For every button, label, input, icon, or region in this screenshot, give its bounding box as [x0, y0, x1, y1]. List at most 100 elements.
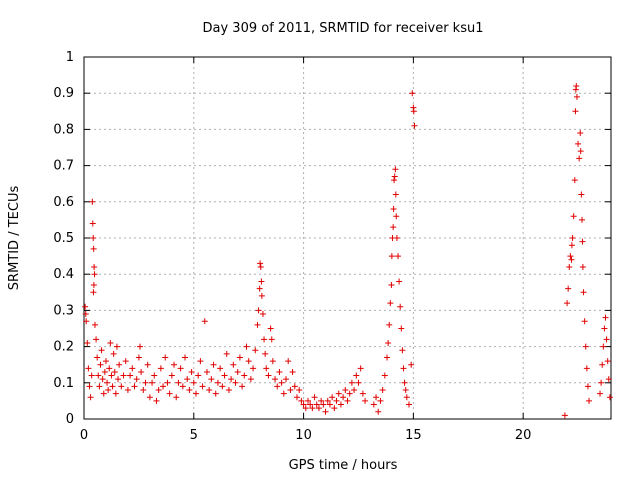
data-point [408, 361, 415, 368]
data-point [311, 394, 318, 401]
data-point [195, 372, 202, 379]
data-point [291, 383, 298, 390]
data-point [160, 383, 167, 390]
data-point [569, 235, 576, 241]
data-point [96, 383, 103, 390]
data-point [87, 394, 94, 401]
data-point [149, 379, 156, 386]
data-point [398, 325, 405, 332]
data-point [89, 220, 96, 227]
data-point [307, 401, 314, 408]
data-point [403, 394, 410, 401]
data-point [162, 354, 169, 361]
data-point [348, 379, 355, 386]
data-point [396, 278, 403, 285]
data-point [581, 318, 588, 325]
data-point [568, 242, 575, 249]
data-point [192, 390, 199, 397]
data-point [293, 394, 300, 401]
data-point [186, 387, 193, 394]
data-point [256, 285, 263, 292]
data-points [82, 82, 613, 419]
data-point [340, 394, 347, 401]
data-point [90, 289, 97, 296]
data-point [206, 387, 213, 394]
data-point [122, 358, 129, 365]
data-point [113, 343, 120, 350]
data-point [105, 387, 112, 394]
data-point [384, 354, 391, 361]
data-point [605, 376, 612, 383]
data-point [258, 292, 265, 299]
data-point [111, 368, 118, 375]
data-point [153, 397, 160, 404]
data-point [179, 383, 186, 390]
data-point [351, 387, 358, 394]
data-point [357, 365, 364, 372]
data-point [108, 372, 115, 379]
data-point [82, 311, 89, 318]
data-point [405, 401, 412, 408]
data-point [250, 365, 257, 372]
data-point [377, 397, 384, 404]
y-tick-label: 0.6 [53, 195, 74, 210]
data-point [598, 379, 605, 386]
data-point [362, 397, 369, 404]
data-point [101, 368, 108, 375]
data-point [175, 379, 182, 386]
data-point [388, 282, 395, 289]
data-point [390, 206, 397, 213]
data-point [190, 379, 197, 386]
data-point [584, 383, 591, 390]
data-point [274, 383, 281, 390]
data-point [397, 303, 404, 310]
data-point [115, 376, 122, 383]
y-tick-label: 0 [66, 412, 74, 427]
data-point [107, 339, 114, 346]
data-point [90, 245, 97, 252]
data-point [304, 397, 311, 404]
data-point [337, 401, 344, 408]
data-point [252, 347, 259, 354]
data-point [370, 401, 377, 408]
data-point [157, 365, 164, 372]
data-point [127, 372, 134, 379]
data-point [586, 397, 593, 404]
data-point [355, 379, 362, 386]
data-point [331, 405, 338, 412]
data-point [287, 387, 294, 394]
data-point [335, 390, 342, 397]
data-point [90, 235, 97, 241]
data-point [285, 358, 292, 365]
x-tick-label: 15 [405, 428, 422, 443]
data-point [228, 376, 235, 383]
data-point [578, 191, 585, 198]
data-point [144, 361, 151, 368]
x-tick-label: 5 [190, 428, 198, 443]
data-point [604, 358, 611, 365]
data-point [296, 387, 303, 394]
data-point [112, 390, 119, 397]
data-point [265, 372, 272, 379]
x-tick-label: 20 [515, 428, 532, 443]
data-point [131, 383, 138, 390]
data-point [247, 376, 254, 383]
data-point [375, 408, 382, 415]
data-point [567, 253, 574, 260]
data-point [91, 271, 98, 278]
data-point [135, 354, 142, 361]
data-point [110, 350, 117, 357]
data-point [346, 390, 353, 397]
grid [84, 57, 611, 419]
data-point [243, 343, 250, 350]
data-point [84, 339, 91, 346]
data-point [298, 397, 305, 404]
data-point [411, 122, 418, 129]
data-point [259, 311, 266, 318]
data-point [91, 321, 98, 328]
data-point [100, 390, 107, 397]
data-point [85, 365, 92, 372]
data-point [579, 216, 586, 223]
data-point [109, 383, 116, 390]
data-point [146, 394, 153, 401]
